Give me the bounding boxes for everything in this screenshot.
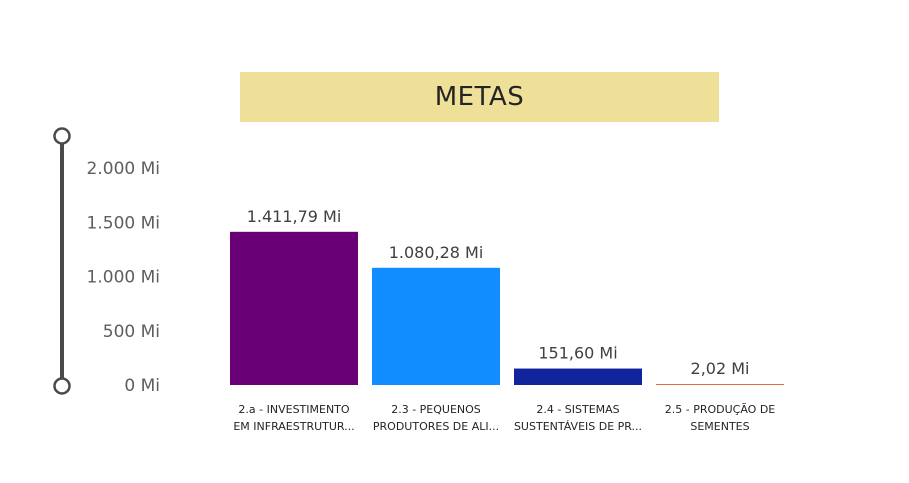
- category-label: 2.a - INVESTIMENTO: [238, 403, 349, 416]
- bar[interactable]: [656, 384, 784, 385]
- category-label: PRODUTORES DE ALI...: [373, 420, 499, 433]
- category-label: 2.4 - SISTEMAS: [536, 403, 619, 416]
- y-tick-label: 500 Mi: [103, 322, 160, 342]
- data-labels: 1.411,79 Mi 1.080,28 Mi 151,60 Mi 2,02 Mi: [247, 207, 750, 378]
- category-labels: 2.a - INVESTIMENTO EM INFRAESTRUTUR... 2.3…: [233, 403, 775, 433]
- chart-title-banner: METAS: [240, 72, 719, 122]
- y-axis: 0 Mi 500 Mi 1.000 Mi 1.500 Mi 2.000 Mi: [87, 159, 160, 396]
- bar[interactable]: [372, 267, 500, 385]
- category-label: 2.5 - PRODUÇÃO DE: [665, 403, 776, 416]
- y-tick-label: 2.000 Mi: [87, 159, 160, 179]
- data-label: 1.080,28 Mi: [389, 243, 484, 262]
- y-tick-label: 0 Mi: [124, 376, 160, 396]
- zoom-slider-bottom-handle[interactable]: [53, 377, 71, 395]
- category-label: EM INFRAESTRUTUR...: [233, 420, 354, 433]
- y-tick-label: 1.500 Mi: [87, 213, 160, 233]
- data-label: 151,60 Mi: [538, 344, 617, 363]
- category-label: 2.3 - PEQUENOS: [391, 403, 481, 416]
- chart-title: METAS: [434, 82, 525, 112]
- y-tick-label: 1.000 Mi: [87, 268, 160, 288]
- category-label: SUSTENTÁVEIS DE PR...: [514, 420, 642, 433]
- zoom-slider-top-handle[interactable]: [53, 127, 71, 145]
- bar[interactable]: [230, 231, 358, 385]
- data-label: 2,02 Mi: [691, 359, 750, 378]
- category-label: SEMENTES: [690, 420, 749, 433]
- zoom-slider[interactable]: [53, 127, 71, 395]
- bars: [230, 231, 784, 385]
- bar[interactable]: [514, 368, 642, 385]
- data-label: 1.411,79 Mi: [247, 207, 342, 226]
